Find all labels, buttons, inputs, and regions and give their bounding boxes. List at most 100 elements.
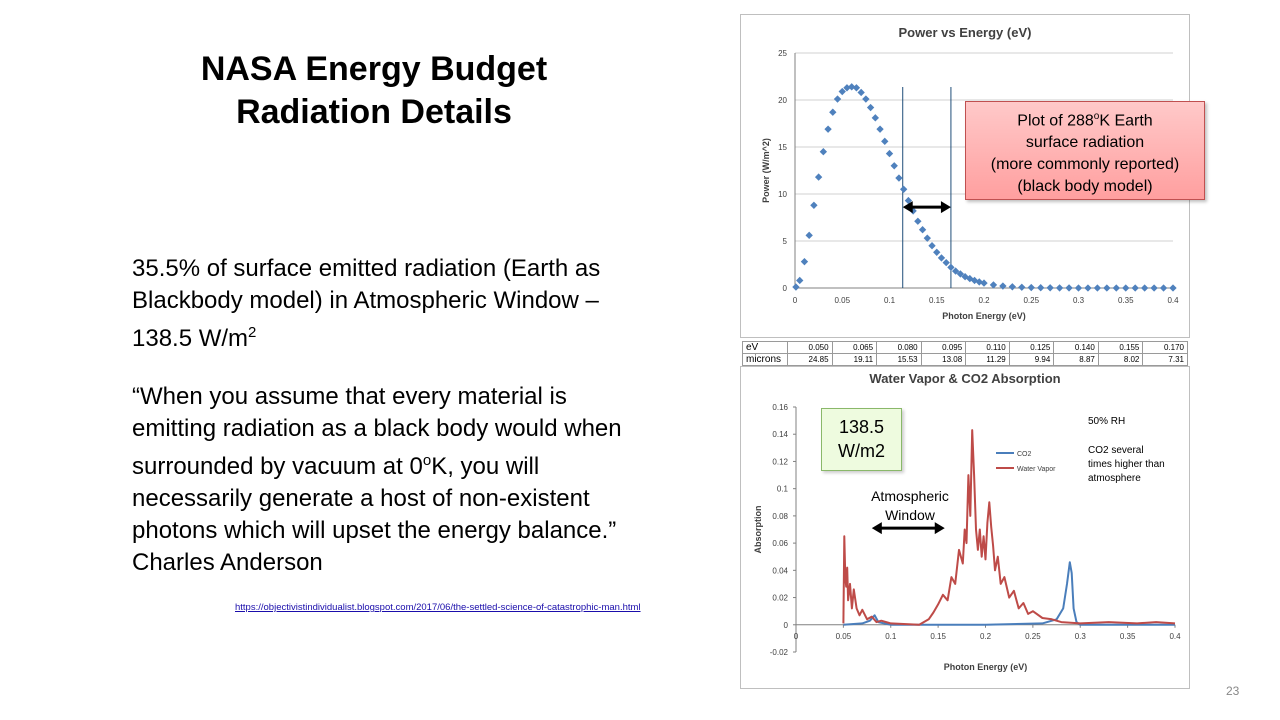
table-cell: 0.080 [876, 341, 922, 354]
paragraph-text: 35.5% of surface emitted radiation (Eart… [132, 255, 601, 352]
callout-text: Plot of 288 [1017, 112, 1094, 130]
data-point [914, 217, 922, 225]
data-point [895, 174, 903, 182]
row-header: microns [742, 353, 788, 366]
source-link[interactable]: https://objectivistindividualist.blogspo… [235, 602, 641, 613]
data-point [989, 281, 998, 289]
chart-title: Water Vapor & CO2 Absorption [869, 371, 1060, 386]
x-tick-label: 0.25 [1025, 632, 1041, 641]
x-tick-label: 0 [793, 296, 798, 305]
co2-note: times higher than [1088, 459, 1165, 470]
x-tick-label: 0.4 [1169, 632, 1181, 641]
blackbody-callout: Plot of 288oK Earth surface radiation (m… [965, 101, 1205, 200]
x-tick-label: 0.3 [1073, 296, 1085, 305]
row-header: eV [742, 341, 788, 354]
window-arrow-left-head [871, 522, 882, 535]
table-cell: 19.11 [831, 353, 878, 366]
y-tick-label: 0.16 [772, 403, 788, 412]
y-axis-label: Absorption [753, 506, 763, 554]
table-cell: 11.29 [965, 353, 1010, 366]
table-cell: 0.125 [1008, 341, 1055, 354]
data-point [885, 149, 894, 158]
data-point [843, 84, 851, 92]
y-tick-label: 0 [784, 621, 789, 630]
data-point [792, 283, 800, 291]
y-tick-label: 0.14 [772, 430, 788, 439]
window-arrow-left-head [902, 201, 913, 214]
data-point [833, 95, 842, 103]
data-point [1122, 284, 1130, 292]
data-point [937, 254, 946, 262]
x-tick-label: 0.2 [978, 296, 990, 305]
data-point [890, 162, 898, 170]
slide-title: NASA Energy Budget Radiation Details [150, 48, 598, 134]
x-tick-label: 0.35 [1120, 632, 1136, 641]
x-tick-label: 0 [794, 632, 799, 641]
x-tick-label: 0.1 [885, 632, 897, 641]
y-tick-label: 0.02 [772, 594, 788, 603]
data-point [928, 242, 936, 250]
y-tick-label: 20 [778, 96, 787, 105]
data-point [899, 185, 908, 193]
page-number: 23 [1226, 684, 1240, 698]
x-tick-label: 0.1 [884, 296, 896, 305]
rh-annotation: 50% RH [1088, 416, 1125, 427]
absorption-svg: Water Vapor & CO2 Absorption -0.02 0 0.02 0.… [753, 371, 1181, 672]
table-row: eV 0.050 0.065 0.080 0.095 0.110 0.125 0.140 0.1… [742, 341, 1188, 354]
quote-text-part1: “When you assume that every material is … [132, 383, 622, 480]
data-point [1027, 283, 1035, 292]
data-point [871, 114, 880, 122]
data-point [814, 173, 823, 181]
y-tick-label: 0.08 [772, 512, 788, 521]
table-cell: 8.87 [1053, 353, 1099, 366]
y-tick-label: 0.04 [772, 566, 788, 575]
legend-label: CO2 [1017, 451, 1032, 458]
degree-superscript: o [1093, 111, 1100, 122]
window-arrow-right-head [934, 522, 945, 535]
data-point [1018, 283, 1026, 291]
x-tick-label: 0.2 [980, 632, 992, 641]
quote-paragraph: “When you assume that every material is … [132, 381, 632, 579]
table-cell: 0.140 [1053, 341, 1099, 354]
x-tick-label: 0.15 [930, 632, 946, 641]
data-point [829, 108, 837, 116]
data-point [881, 137, 889, 146]
callout-line-2: surface radiation [1025, 134, 1145, 152]
data-point [1084, 284, 1092, 292]
superscript: 2 [248, 324, 257, 341]
table-cell: 0.095 [920, 341, 967, 354]
data-point [805, 231, 813, 240]
data-point [1159, 284, 1168, 292]
x-tick-label: 0.05 [836, 632, 852, 641]
y-tick-label: 0.06 [772, 539, 788, 548]
x-tick-label: 0.4 [1167, 296, 1179, 305]
y-axis-label: Power (W/m^2) [761, 138, 771, 203]
data-point [1103, 284, 1111, 292]
data-point [824, 125, 832, 133]
window-arrow-right-head [940, 201, 951, 214]
x-tick-label: 0.05 [834, 296, 850, 305]
data-point [1074, 284, 1083, 292]
title-line-1: NASA Energy Budget [200, 50, 548, 88]
y-tick-label: 0 [783, 284, 788, 293]
data-point [1131, 284, 1139, 292]
quote-text-part2: K, you will necessarily generate a host … [132, 453, 617, 576]
callout-line-4: (black body model) [1017, 178, 1153, 196]
table-cell: 0.170 [1142, 341, 1188, 354]
table-cell: 0.110 [965, 341, 1010, 354]
y-tick-label: 25 [778, 49, 787, 58]
y-tick-label: 15 [778, 143, 787, 152]
data-point [1008, 283, 1017, 291]
data-point [819, 148, 828, 156]
table-cell: 24.85 [787, 353, 833, 366]
callout-line-1: Plot of 288oK Earth [966, 106, 1204, 132]
legend-label: Water Vapor [1017, 466, 1056, 473]
data-point [1065, 284, 1073, 292]
data-point [852, 84, 861, 92]
table-cell: 0.050 [787, 341, 833, 354]
x-tick-label: 0.35 [1118, 296, 1134, 305]
energy-conversion-table: eV 0.050 0.065 0.080 0.095 0.110 0.125 0.140 0.1… [742, 341, 1188, 366]
table-cell: 0.155 [1097, 341, 1144, 354]
callout-value: 138.5 [838, 417, 885, 437]
callout-line-3: (more commonly reported) [990, 156, 1180, 174]
